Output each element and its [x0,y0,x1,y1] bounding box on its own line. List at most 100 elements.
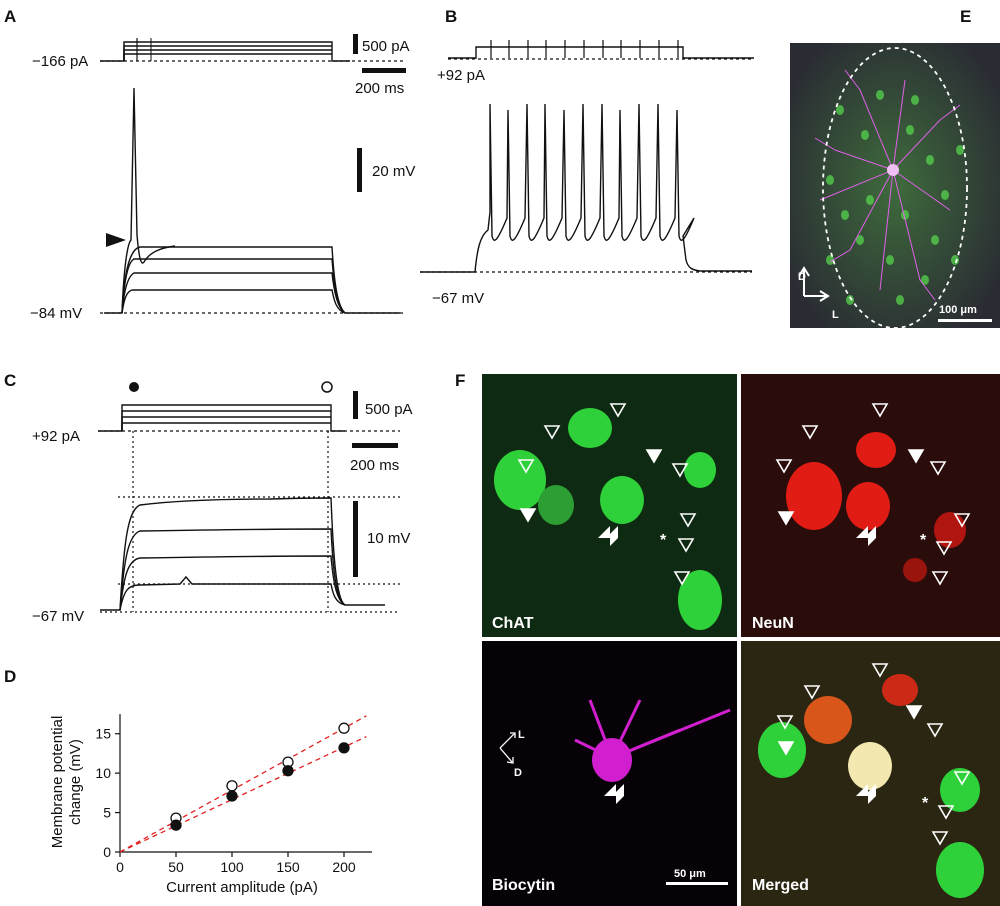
double-arrowhead-icon [598,526,618,546]
green-cell [826,255,834,265]
open-arrowhead-icon [935,541,953,556]
panel-f-label: F [455,371,465,390]
chart-axes [119,714,372,853]
green-cell [841,210,849,220]
panel-e-axis-l: L [832,309,839,321]
panel-d: D 0 5 10 15 0 50 100 150 200 Current amplitude … [4,667,372,896]
panel-f-biocytin-label: Biocytin [492,877,555,894]
panel-f-neun-image [741,374,1000,637]
green-cell [941,190,949,200]
panel-f-neun-label: NeuN [752,615,794,632]
filled-data-point [338,742,350,754]
panel-c-stimulus [98,404,400,612]
open-arrowhead-icon [953,771,971,786]
open-data-point [338,722,350,734]
panel-e-image [790,43,1000,328]
filled-arrowhead-icon [519,508,537,523]
panel-b-voltage-trace [420,103,752,273]
x-tick-label: 100 [220,859,244,875]
y-tick-label: 0 [103,844,111,860]
panel-c-current-scalebar [353,391,358,419]
double-arrowhead-icon [856,526,876,546]
panel-f-axis-l: L [518,729,525,741]
open-circle-marker [321,381,333,393]
panel-e: E D L 100 μm [790,7,1000,329]
open-arrowhead-icon [871,403,889,418]
chart-x-ticks: 0 50 100 150 200 [116,852,356,875]
panel-f-markers [517,403,971,846]
y-tick-label: 10 [95,765,111,781]
panel-e-green-cells [826,90,964,305]
y-tick-label: 5 [103,805,111,821]
open-arrowhead-icon [931,571,949,586]
open-arrowhead-icon [673,571,691,586]
green-cell [886,255,894,265]
panel-a-current-scalebar [353,34,358,54]
panel-c: C +92 pA 500 pA 200 ms 10 mV −67 mV [4,371,413,625]
panel-b: B +92 pA −67 mV [420,7,754,307]
chart-y-axis-label-line1: Membrane potential [49,716,66,849]
filled-arrowhead-icon [777,741,795,756]
panel-a-voltage-scalebar [357,148,362,192]
panel-c-time-scalebar [352,443,398,448]
x-tick-label: 150 [276,859,300,875]
open-arrowhead-icon [953,513,971,528]
compass-icon [798,266,830,302]
panel-d-label: D [4,667,16,686]
green-cell [856,235,864,245]
green-cell [861,130,869,140]
arrowhead-icon [106,233,126,247]
chart-y-ticks: 0 5 10 15 [95,726,120,860]
filled-data-point [170,819,182,831]
green-cell [876,90,884,100]
open-arrowhead-icon [871,663,889,678]
panel-e-axis-d: D [798,271,806,283]
open-arrowhead-icon [929,461,947,476]
open-arrowhead-icon [543,425,561,440]
filled-arrowhead-icon [645,449,663,464]
panel-e-outline [822,47,968,329]
panel-a-current-scale-label: 500 pA [362,38,410,55]
x-tick-label: 0 [116,859,124,875]
panel-b-label: B [445,7,457,26]
panel-a-voltage-traces [100,87,405,314]
green-cell [926,155,934,165]
filled-arrowhead-icon [777,511,795,526]
open-arrowhead-icon [775,459,793,474]
chart-fit-lines [119,715,367,853]
green-cell [906,125,914,135]
panel-c-voltage-scale-label: 10 mV [367,530,410,547]
open-data-point [226,780,238,792]
open-arrowhead-icon [671,463,689,478]
panel-e-neuron [814,69,961,301]
panel-f-axis-d: D [514,767,522,779]
panel-c-current-scale-label: 500 pA [365,401,413,418]
chart-points [170,722,350,831]
panel-f-chat-label: ChAT [492,615,534,632]
panel-f-merged-image [741,641,1000,906]
open-arrowhead-icon [801,425,819,440]
filled-arrowhead-icon [905,705,923,720]
panel-f-asterisk-merged: * [922,795,929,812]
panel-a-label: A [4,7,16,26]
double-arrowhead-icon [856,784,876,804]
open-arrowhead-icon [609,403,627,418]
panel-a-stimulus [100,38,405,62]
panel-f-compass-icon [499,732,516,764]
panel-a-baseline-vm: −84 mV [30,305,82,322]
panel-c-label: C [4,371,16,390]
chart-y-axis-label-line2: change (mV) [67,739,84,825]
panel-c-time-scale-label: 200 ms [350,457,399,474]
open-arrowhead-icon [926,723,944,738]
green-cell [956,145,964,155]
x-tick-label: 50 [168,859,184,875]
open-arrowhead-icon [517,459,535,474]
panel-b-baseline-vm: −67 mV [432,290,484,307]
double-arrowhead-icon [604,784,624,804]
panel-f-scalebar [666,882,728,885]
panel-a-voltage-scale-label: 20 mV [372,163,415,180]
chart-x-axis-label: Current amplitude (pA) [166,879,318,896]
green-cell [951,255,959,265]
panel-f-chat-image [482,374,737,637]
green-cell [866,195,874,205]
